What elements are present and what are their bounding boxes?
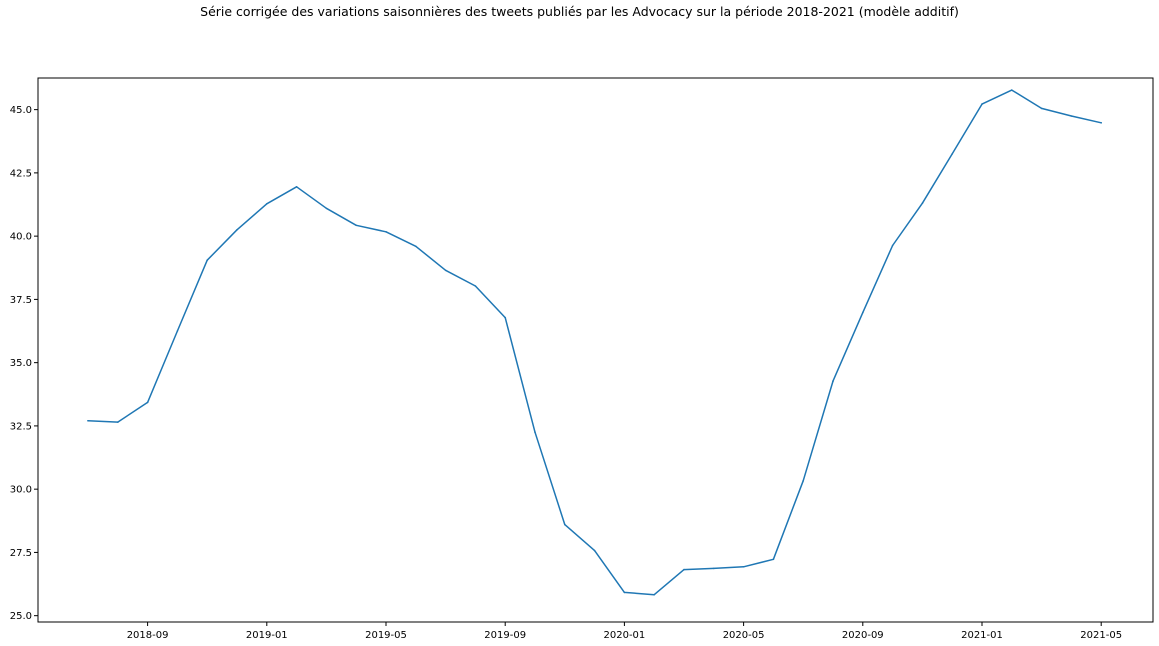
data-point — [444, 269, 447, 272]
data-point — [385, 231, 387, 233]
data-point — [891, 244, 894, 247]
y-tick-label: 45.0 — [10, 105, 32, 116]
y-axis: 25.0 27.5 30.0 32.5 35.0 37.5 40.0 42.5 45.0 — [10, 105, 38, 622]
series-group — [87, 89, 1102, 596]
data-point — [981, 103, 983, 105]
data-point — [146, 401, 149, 404]
y-tick-label: 32.5 — [10, 421, 32, 432]
x-axis: 2018-09 2019-01 2019-05 2019-09 2020-01 2020-… — [127, 622, 1122, 641]
y-tick-label: 30.0 — [10, 485, 32, 496]
x-tick-label: 2019-09 — [484, 630, 526, 641]
x-tick-label: 2019-01 — [246, 630, 288, 641]
data-point — [653, 593, 655, 596]
data-point — [117, 421, 119, 423]
data-point — [534, 431, 536, 434]
data-point — [1100, 122, 1102, 124]
data-point — [236, 229, 238, 231]
x-tick-label: 2018-09 — [127, 630, 169, 641]
y-tick-label: 42.5 — [10, 168, 32, 179]
y-tick-label: 25.0 — [10, 611, 32, 622]
y-tick-label: 37.5 — [10, 295, 32, 306]
y-tick-label: 27.5 — [10, 548, 32, 559]
x-tick-label: 2021-01 — [961, 630, 1003, 641]
data-point — [87, 420, 89, 422]
series-line — [87, 89, 1102, 596]
x-tick-label: 2019-05 — [365, 630, 407, 641]
data-point — [623, 591, 626, 594]
x-tick-label: 2020-09 — [842, 630, 884, 641]
data-point — [713, 567, 715, 570]
data-point — [325, 207, 328, 210]
data-point — [474, 285, 477, 287]
data-point — [266, 203, 268, 205]
y-tick-label: 35.0 — [10, 358, 32, 369]
data-point — [176, 330, 179, 332]
plot-area-frame — [37, 77, 1154, 623]
data-point — [1011, 89, 1013, 91]
x-tick-label: 2021-05 — [1080, 630, 1122, 641]
data-point — [504, 316, 507, 319]
data-point — [683, 568, 685, 571]
data-point — [951, 153, 953, 155]
data-point — [593, 549, 596, 552]
x-tick-label: 2020-05 — [723, 630, 765, 641]
y-tick-label: 40.0 — [10, 232, 32, 243]
chart-title: Série corrigée des variations saisonnièr… — [200, 4, 959, 19]
data-point — [206, 259, 208, 262]
x-tick-label: 2020-01 — [604, 630, 646, 641]
data-point — [772, 558, 775, 561]
data-point — [862, 311, 864, 314]
data-point — [921, 202, 924, 204]
data-point — [415, 245, 417, 248]
data-point — [1040, 107, 1043, 110]
data-point — [742, 566, 745, 568]
data-point — [295, 186, 298, 188]
data-point — [802, 480, 804, 482]
data-point — [564, 523, 566, 526]
data-point — [1070, 115, 1073, 117]
data-point — [832, 380, 834, 382]
data-point — [355, 224, 358, 227]
